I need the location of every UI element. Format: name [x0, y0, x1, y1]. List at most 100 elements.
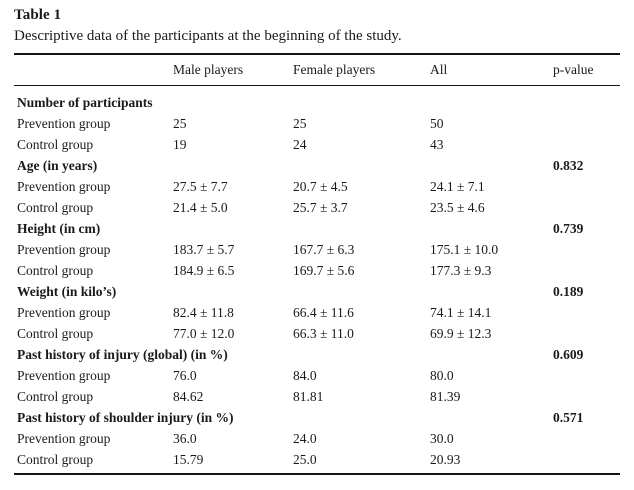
section-label: Past history of shoulder injury (in %) — [17, 409, 234, 425]
cell-all: 177.3 ± 9.3 — [430, 262, 492, 278]
cell-male: 84.62 — [173, 388, 204, 404]
row-label: Control group — [17, 199, 94, 215]
section-label: Height (in cm) — [17, 220, 101, 236]
table-row: Control group 77.0 ± 12.0 66.3 ± 11.0 69… — [14, 323, 620, 344]
table-row-section: Weight (in kilo’s) 0.189 — [14, 281, 620, 302]
cell-all: 80.0 — [430, 367, 454, 383]
cell-female: 84.0 — [293, 367, 317, 383]
row-label: Prevention group — [17, 241, 111, 257]
cell-all: 20.93 — [430, 451, 461, 467]
cell-male: 36.0 — [173, 430, 197, 446]
cell-female: 24 — [293, 136, 307, 152]
cell-p-value — [553, 260, 620, 281]
cell-p-value — [553, 428, 620, 449]
table-row: Prevention group 183.7 ± 5.7 167.7 ± 6.3… — [14, 239, 620, 260]
table-row: Control group 15.79 25.0 20.93 — [14, 449, 620, 474]
cell-female: 20.7 ± 4.5 — [293, 178, 348, 194]
cell-p-value: 0.832 — [553, 157, 584, 173]
table-row: Prevention group 36.0 24.0 30.0 — [14, 428, 620, 449]
table-row: Control group 84.62 81.81 81.39 — [14, 386, 620, 407]
table-row-section: Height (in cm) 0.739 — [14, 218, 620, 239]
row-label: Control group — [17, 136, 94, 152]
table-row-section: Age (in years) 0.832 — [14, 155, 620, 176]
table-row: Prevention group 25 25 50 — [14, 113, 620, 134]
descriptive-data-table: Male players Female players All p-value … — [14, 53, 620, 476]
cell-all: 23.5 ± 4.6 — [430, 199, 485, 215]
table-body: Number of participants Prevention group … — [14, 86, 620, 475]
cell-all: 24.1 ± 7.1 — [430, 178, 485, 194]
cell-p-value: 0.739 — [553, 220, 584, 236]
table-caption: Descriptive data of the participants at … — [14, 27, 402, 44]
cell-p-value — [553, 386, 620, 407]
cell-female: 169.7 ± 5.6 — [293, 262, 355, 278]
header-cell-male-players: Male players — [173, 54, 293, 87]
cell-p-value — [553, 239, 620, 260]
header-cell-all: All — [430, 54, 553, 87]
cell-all: 30.0 — [430, 430, 454, 446]
cell-male: 77.0 ± 12.0 — [173, 325, 235, 341]
cell-male: 76.0 — [173, 367, 197, 383]
row-label: Prevention group — [17, 304, 111, 320]
table-row-section: Past history of injury (global) (in %) 0… — [14, 344, 620, 365]
table-row: Control group 21.4 ± 5.0 25.7 ± 3.7 23.5… — [14, 197, 620, 218]
row-label: Control group — [17, 388, 94, 404]
cell-female: 24.0 — [293, 430, 317, 446]
cell-all: 81.39 — [430, 388, 461, 404]
table-row-section: Past history of shoulder injury (in %) 0… — [14, 407, 620, 428]
cell-p-value — [553, 449, 620, 474]
table-header: Male players Female players All p-value — [14, 54, 620, 87]
cell-all: 43 — [430, 136, 444, 152]
paper-page: Table 1 Descriptive data of the particip… — [14, 7, 620, 476]
cell-male: 19 — [173, 136, 187, 152]
cell-male: 82.4 ± 11.8 — [173, 304, 234, 320]
table-row: Control group 184.9 ± 6.5 169.7 ± 5.6 17… — [14, 260, 620, 281]
cell-male: 15.79 — [173, 451, 204, 467]
table-row: Prevention group 27.5 ± 7.7 20.7 ± 4.5 2… — [14, 176, 620, 197]
row-label: Control group — [17, 262, 94, 278]
cell-p-value — [553, 323, 620, 344]
table-row-section: Number of participants — [14, 86, 620, 114]
row-label: Prevention group — [17, 115, 111, 131]
cell-p-value — [553, 176, 620, 197]
cell-all: 69.9 ± 12.3 — [430, 325, 492, 341]
cell-male: 25 — [173, 115, 187, 131]
row-label: Prevention group — [17, 430, 111, 446]
row-label: Prevention group — [17, 178, 111, 194]
cell-p-value — [553, 365, 620, 386]
cell-female: 66.4 ± 11.6 — [293, 304, 354, 320]
cell-female: 167.7 ± 6.3 — [293, 241, 355, 257]
section-label: Age (in years) — [17, 157, 98, 173]
section-label: Number of participants — [17, 94, 153, 110]
cell-p-value — [553, 113, 620, 134]
table-title: Table 1 — [14, 7, 62, 23]
cell-female: 81.81 — [293, 388, 324, 404]
row-label: Control group — [17, 325, 94, 341]
cell-all: 74.1 ± 14.1 — [430, 304, 492, 320]
cell-p-value — [553, 86, 620, 114]
cell-p-value — [553, 197, 620, 218]
cell-female: 25.0 — [293, 451, 317, 467]
cell-all: 175.1 ± 10.0 — [430, 241, 499, 257]
header-cell-empty — [14, 54, 173, 87]
header-cell-p-value: p-value — [553, 54, 620, 87]
table-row: Prevention group 76.0 84.0 80.0 — [14, 365, 620, 386]
table-row: Control group 19 24 43 — [14, 134, 620, 155]
row-label: Prevention group — [17, 367, 111, 383]
section-label: Past history of injury (global) (in %) — [17, 346, 228, 362]
cell-male: 27.5 ± 7.7 — [173, 178, 228, 194]
cell-male: 184.9 ± 6.5 — [173, 262, 235, 278]
cell-female: 25 — [293, 115, 307, 131]
row-label: Control group — [17, 451, 94, 467]
cell-male: 21.4 ± 5.0 — [173, 199, 228, 215]
cell-male: 183.7 ± 5.7 — [173, 241, 235, 257]
cell-p-value — [553, 302, 620, 323]
header-row: Male players Female players All p-value — [14, 54, 620, 87]
cell-p-value: 0.609 — [553, 346, 584, 362]
header-cell-female-players: Female players — [293, 54, 430, 87]
cell-all: 50 — [430, 115, 444, 131]
cell-female: 25.7 ± 3.7 — [293, 199, 348, 215]
cell-p-value: 0.189 — [553, 283, 584, 299]
table-row: Prevention group 82.4 ± 11.8 66.4 ± 11.6… — [14, 302, 620, 323]
cell-p-value — [553, 134, 620, 155]
cell-p-value: 0.571 — [553, 409, 584, 425]
